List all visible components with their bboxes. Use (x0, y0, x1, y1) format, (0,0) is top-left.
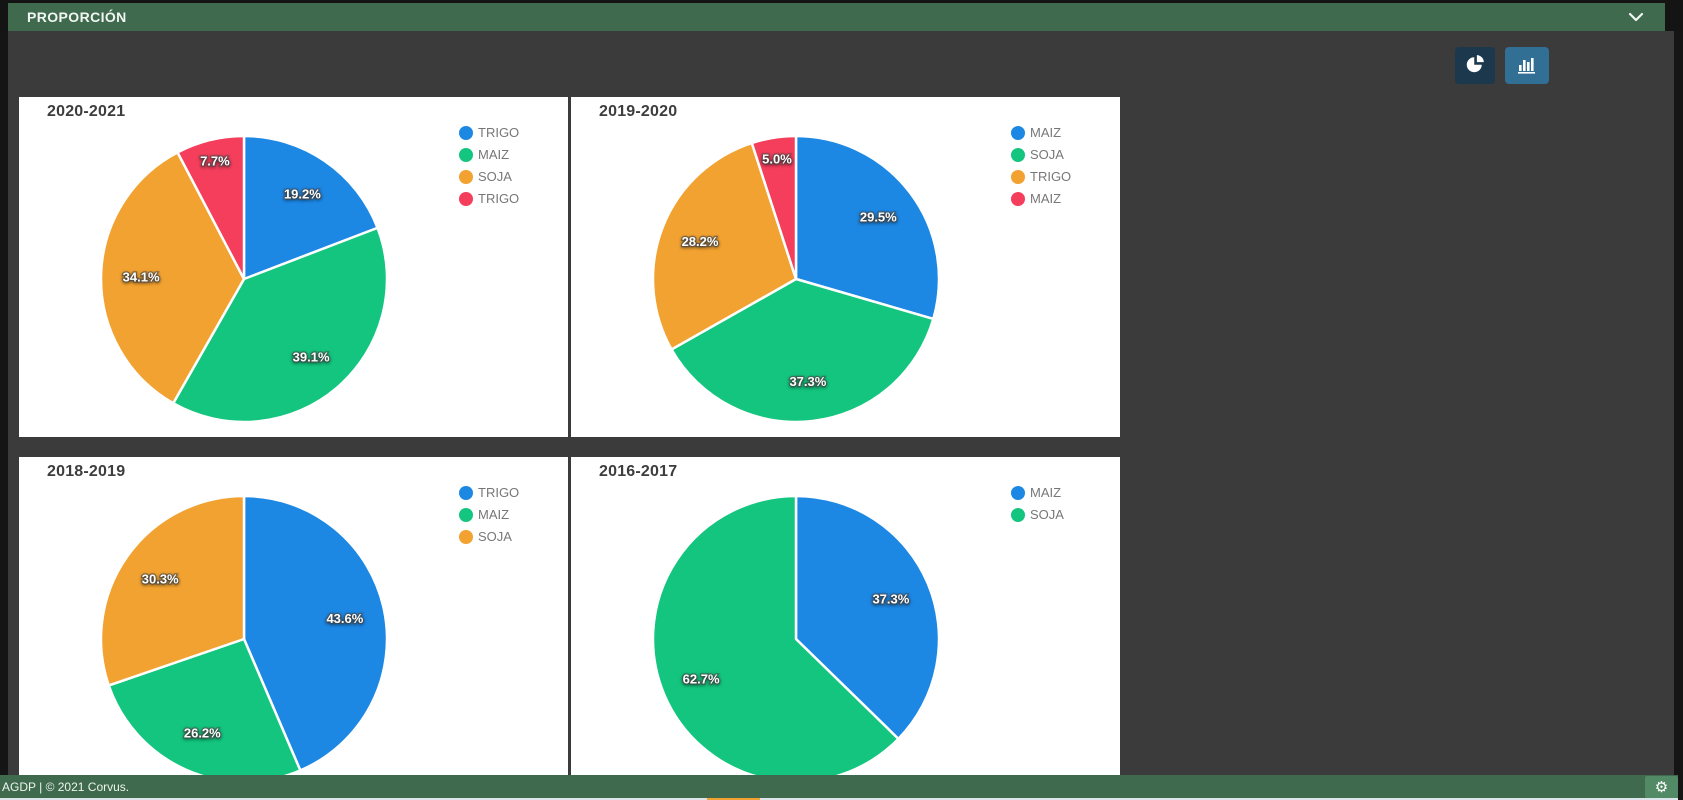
slice-percentage-label: 19.2% (284, 187, 321, 202)
legend-label: MAIZ (478, 507, 510, 522)
bar-view-button[interactable] (1505, 47, 1549, 84)
slice-percentage-label: 30.3% (142, 572, 179, 587)
section-header: PROPORCIÓN (8, 3, 1665, 31)
chart-title: 2016-2017 (599, 463, 678, 480)
slice-percentage-label: 39.1% (293, 350, 330, 365)
pie-view-button[interactable] (1455, 47, 1495, 84)
legend-color-dot (459, 147, 473, 162)
pie-chart-svg: 37.3% 62.7% (651, 494, 941, 784)
legend-color-dot (459, 169, 473, 184)
chart-title: 2020-2021 (47, 103, 126, 120)
slice-percentage-label: 37.3% (789, 374, 826, 389)
pie-chart-panel-2018-2019: 43.6% 26.2% 30.3% 2018-2019 TRIGO MAIZ SOJA (19, 457, 568, 797)
legend-label: MAIZ (1030, 485, 1062, 500)
chart-legend: TRIGO MAIZ SOJA (459, 485, 519, 551)
bar-chart-icon (1515, 52, 1539, 79)
chart-legend: TRIGO MAIZ SOJA TRIGO (459, 125, 519, 213)
footer-bar: AGDP | © 2021 Corvus. (0, 775, 1678, 798)
legend-label: TRIGO (478, 485, 520, 500)
pie-slice-maiz[interactable] (750, 134, 798, 281)
legend-item-maiz[interactable]: MAIZ (459, 507, 519, 522)
legend-color-dot (459, 191, 473, 206)
pie-slice-soja[interactable] (670, 277, 935, 424)
legend-color-dot (459, 529, 473, 544)
legend-item-trigo[interactable]: TRIGO (459, 485, 519, 500)
legend-color-dot (1011, 147, 1025, 162)
slice-percentage-label: 7.7% (200, 154, 230, 169)
legend-item-maiz[interactable]: MAIZ (1011, 125, 1071, 140)
legend-color-dot (1011, 125, 1025, 140)
chart-title: 2018-2019 (47, 463, 126, 480)
legend-label: TRIGO (478, 191, 520, 206)
legend-label: MAIZ (478, 147, 510, 162)
page-title: PROPORCIÓN (27, 9, 127, 25)
peek-content-orange-segment (707, 798, 760, 800)
chart-legend: MAIZ SOJA TRIGO MAIZ (1011, 125, 1071, 213)
legend-color-dot (459, 507, 473, 522)
legend-item-trigo[interactable]: TRIGO (459, 191, 519, 206)
settings-button[interactable]: ⚙ (1645, 776, 1678, 798)
pie-slice-trigo[interactable] (242, 494, 389, 772)
legend-label: SOJA (478, 169, 512, 184)
legend-color-dot (459, 485, 473, 500)
pie-chart-svg: 19.2% 39.1% 34.1% 7.7% (99, 134, 389, 424)
legend-item-soja[interactable]: SOJA (459, 529, 519, 544)
pie-chart-panel-2019-2020: 29.5% 37.3% 28.2% 5.0% 2019-2020 MAIZ SOJA TR… (571, 97, 1120, 437)
peek-content-strip (0, 798, 1678, 800)
pie-chart-svg: 43.6% 26.2% 30.3% (99, 494, 389, 784)
legend-color-dot (1011, 507, 1025, 522)
pie-slice-trigo[interactable] (651, 141, 798, 351)
pie-slice-soja[interactable] (99, 494, 246, 687)
chevron-down-icon (1628, 10, 1644, 25)
pie-slice-trigo[interactable] (242, 134, 379, 281)
legend-color-dot (1011, 485, 1025, 500)
pie-chart-svg: 29.5% 37.3% 28.2% 5.0% (651, 134, 941, 424)
legend-color-dot (1011, 191, 1025, 206)
footer-text: AGDP | © 2021 Corvus. (2, 779, 130, 794)
legend-item-soja[interactable]: SOJA (1011, 507, 1064, 522)
legend-item-soja[interactable]: SOJA (1011, 147, 1071, 162)
legend-label: TRIGO (478, 125, 520, 140)
pie-slice-soja[interactable] (99, 151, 246, 405)
legend-item-maiz[interactable]: MAIZ (1011, 485, 1064, 500)
slice-percentage-label: 34.1% (123, 270, 160, 285)
legend-label: MAIZ (1030, 191, 1062, 206)
pie-slice-maiz[interactable] (794, 134, 941, 321)
legend-label: TRIGO (1030, 169, 1072, 184)
legend-label: SOJA (1030, 147, 1064, 162)
collapse-section-button[interactable] (1621, 5, 1651, 29)
chart-legend: MAIZ SOJA (1011, 485, 1064, 529)
pie-chart-icon (1463, 52, 1487, 79)
pie-chart-panel-2020-2021: 19.2% 39.1% 34.1% 7.7% 2020-2021 TRIGO MAIZ S… (19, 97, 568, 437)
slice-percentage-label: 62.7% (683, 672, 720, 687)
slice-percentage-label: 28.2% (682, 234, 719, 249)
pie-slice-maiz[interactable] (171, 226, 389, 424)
slice-percentage-label: 29.5% (860, 210, 897, 225)
pie-slice-maiz[interactable] (794, 494, 941, 741)
gear-icon: ⚙ (1654, 777, 1669, 796)
slice-percentage-label: 37.3% (872, 592, 909, 607)
legend-item-trigo[interactable]: TRIGO (1011, 169, 1071, 184)
slice-percentage-label: 5.0% (762, 151, 792, 166)
legend-item-maiz[interactable]: MAIZ (459, 147, 519, 162)
slice-percentage-label: 26.2% (184, 726, 221, 741)
pie-chart-panel-2016-2017: 37.3% 62.7% 2016-2017 MAIZ SOJA (571, 457, 1120, 797)
legend-item-soja[interactable]: SOJA (459, 169, 519, 184)
legend-label: MAIZ (1030, 125, 1062, 140)
legend-label: SOJA (478, 529, 512, 544)
slice-percentage-label: 43.6% (326, 611, 363, 626)
top-bar: PROPORCIÓN (0, 0, 1683, 31)
legend-color-dot (459, 125, 473, 140)
chart-title: 2019-2020 (599, 103, 678, 120)
legend-item-trigo[interactable]: TRIGO (459, 125, 519, 140)
legend-label: SOJA (1030, 507, 1064, 522)
legend-color-dot (1011, 169, 1025, 184)
pie-slice-trigo[interactable] (176, 134, 246, 281)
legend-item-maiz[interactable]: MAIZ (1011, 191, 1071, 206)
